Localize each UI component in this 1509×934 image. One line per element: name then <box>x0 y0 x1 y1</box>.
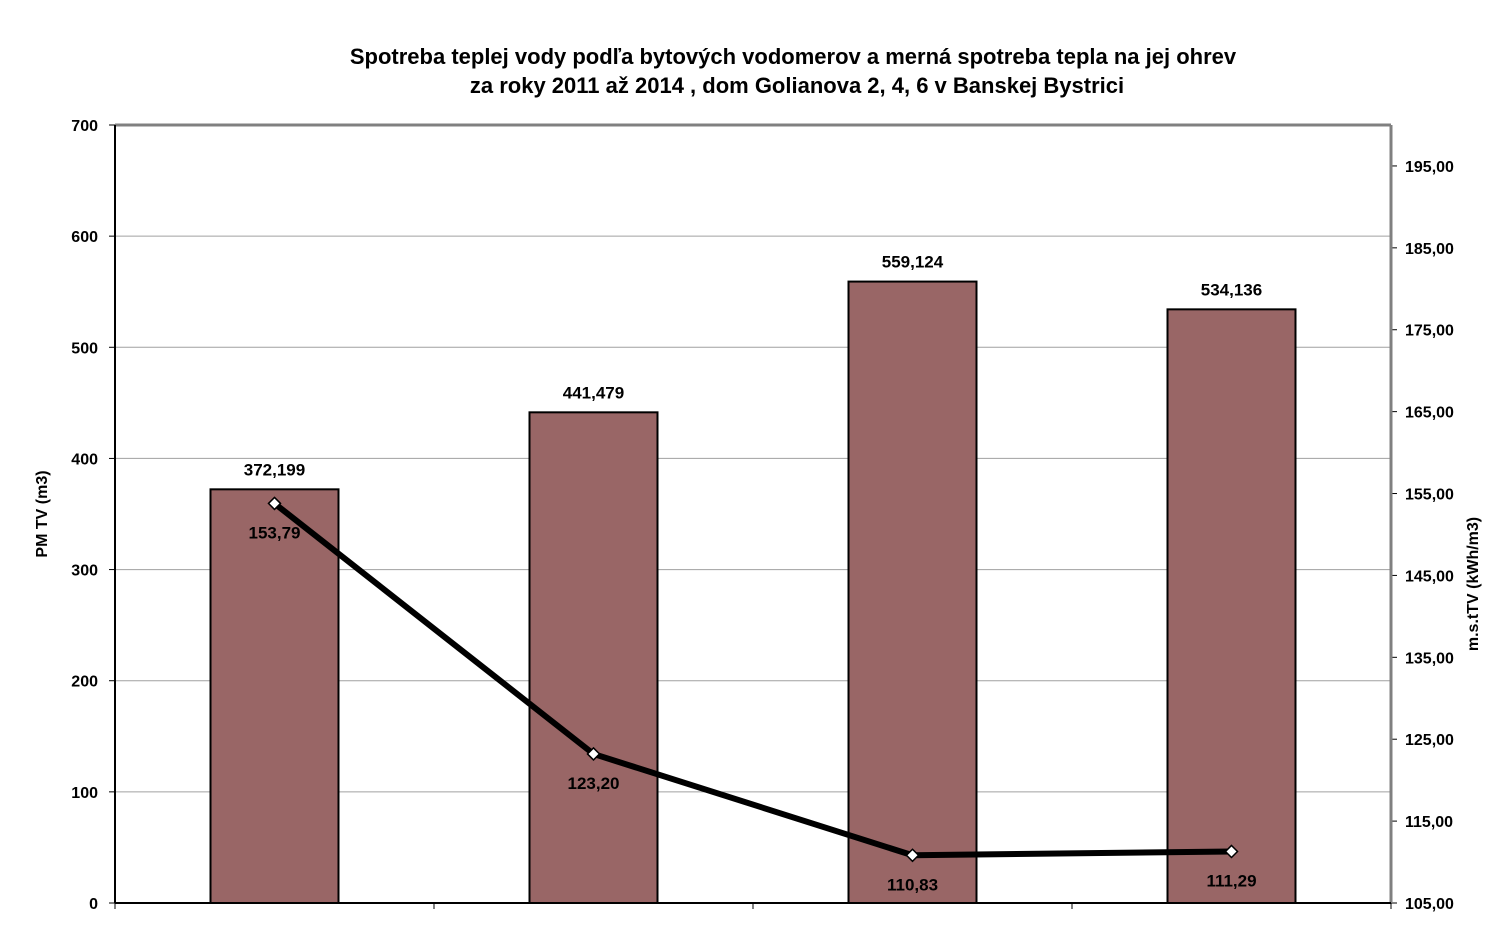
bar <box>209 488 340 904</box>
y2-tick-label: 105,00 <box>1405 896 1454 913</box>
line-marker <box>1224 844 1239 859</box>
y2-tick-label: 145,00 <box>1405 568 1454 585</box>
line-series <box>272 501 1232 859</box>
y-tick-label: 700 <box>71 118 98 135</box>
y-axis-label: PM TV (m3) <box>34 470 51 557</box>
y-tick-label: 300 <box>71 563 98 580</box>
y2-tick-label: 185,00 <box>1405 241 1454 258</box>
bar <box>847 280 978 904</box>
y2-tick-label: 115,00 <box>1405 814 1453 831</box>
y-tick-label: 100 <box>71 785 98 802</box>
y-tick-label: 200 <box>71 674 98 691</box>
bar-data-label: 372,199 <box>244 460 305 479</box>
y2-tick-label: 195,00 <box>1405 159 1454 176</box>
line-data-label: 153,79 <box>249 523 301 542</box>
y2-axis-label: m.s.tTV (kWh/m3) <box>1465 517 1482 651</box>
line-marker <box>586 746 601 762</box>
bar <box>1166 308 1297 904</box>
y2-tick-label: 175,00 <box>1405 323 1454 340</box>
y-tick-label: 500 <box>71 340 98 357</box>
chart-title-line1: Spotreba teplej vody podľa bytových vodo… <box>350 44 1237 69</box>
y2-tick-label: 165,00 <box>1405 405 1454 422</box>
y2-tick-label: 135,00 <box>1405 650 1454 667</box>
y2-tick-label: 125,00 <box>1405 732 1454 749</box>
bar-data-label: 559,124 <box>882 253 944 272</box>
line-marker <box>905 848 920 863</box>
line-data-label: 110,83 <box>887 875 938 894</box>
chart-title-line2: za roky 2011 až 2014 , dom Golianova 2, … <box>470 73 1124 98</box>
line-data-label: 111,29 <box>1206 871 1256 890</box>
bar-data-label: 534,136 <box>1201 280 1262 299</box>
y-tick-label: 600 <box>71 229 98 246</box>
y-tick-label: 0 <box>89 896 98 913</box>
bar-data-label: 441,479 <box>563 383 624 402</box>
line-data-label: 123,20 <box>568 774 620 793</box>
bar <box>528 411 659 904</box>
line-marker <box>267 496 282 511</box>
y-tick-label: 400 <box>71 451 98 468</box>
y2-tick-label: 155,00 <box>1405 487 1454 504</box>
